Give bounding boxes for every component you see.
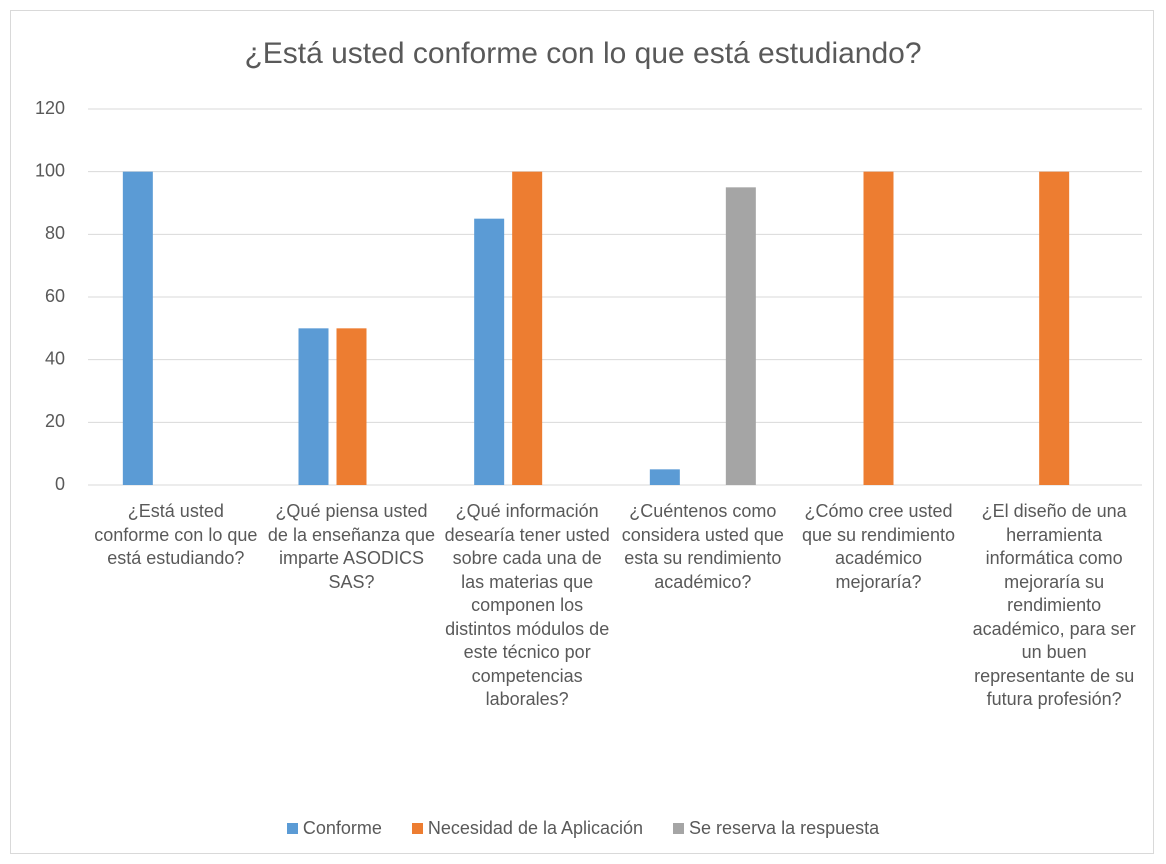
- y-tick-label: 20: [45, 411, 65, 431]
- bar: [298, 328, 329, 485]
- bar: [649, 469, 680, 485]
- chart-frame: [10, 10, 1154, 854]
- x-tick-label: ¿Está usted conforme con lo que está est…: [94, 501, 258, 568]
- y-tick-label: 0: [55, 474, 65, 494]
- y-tick-label: 100: [35, 160, 65, 180]
- legend-label: Necesidad de la Aplicación: [427, 818, 644, 838]
- x-tick-label: ¿El diseño de una herramienta informátic…: [972, 501, 1136, 709]
- x-tick-label: ¿Cuéntenos como considera usted que esta…: [621, 501, 784, 592]
- legend-swatch: [673, 823, 685, 834]
- bar: [512, 171, 543, 485]
- legend-swatch: [411, 823, 423, 834]
- bar: [336, 328, 367, 485]
- bar: [863, 171, 894, 485]
- legend-item: Se reserva la respuesta: [673, 818, 879, 839]
- bar: [725, 187, 756, 486]
- y-tick-label: 120: [35, 98, 65, 118]
- bar: [1039, 171, 1070, 485]
- x-tick-label: ¿Cómo cree usted que su rendimiento acad…: [801, 501, 956, 592]
- x-tick-label: ¿Qué piensa usted de la enseñanza que im…: [267, 501, 436, 592]
- legend-label: Se reserva la respuesta: [689, 818, 880, 838]
- bar: [474, 218, 505, 485]
- bar: [122, 171, 153, 485]
- chart-title: ¿Está usted conforme con lo que está est…: [244, 37, 921, 70]
- legend-label: Conforme: [302, 818, 382, 838]
- y-tick-label: 40: [45, 348, 65, 368]
- legend-item: Necesidad de la Aplicación: [411, 818, 644, 839]
- y-tick-label: 80: [45, 223, 65, 243]
- legend-item: Conforme: [286, 818, 382, 839]
- y-tick-label: 60: [45, 286, 65, 306]
- legend-swatch: [286, 823, 298, 834]
- x-tick-label: ¿Qué información desearía tener usted so…: [444, 501, 610, 709]
- legend: Conforme Necesidad de la Aplicación Se res…: [0, 818, 1166, 839]
